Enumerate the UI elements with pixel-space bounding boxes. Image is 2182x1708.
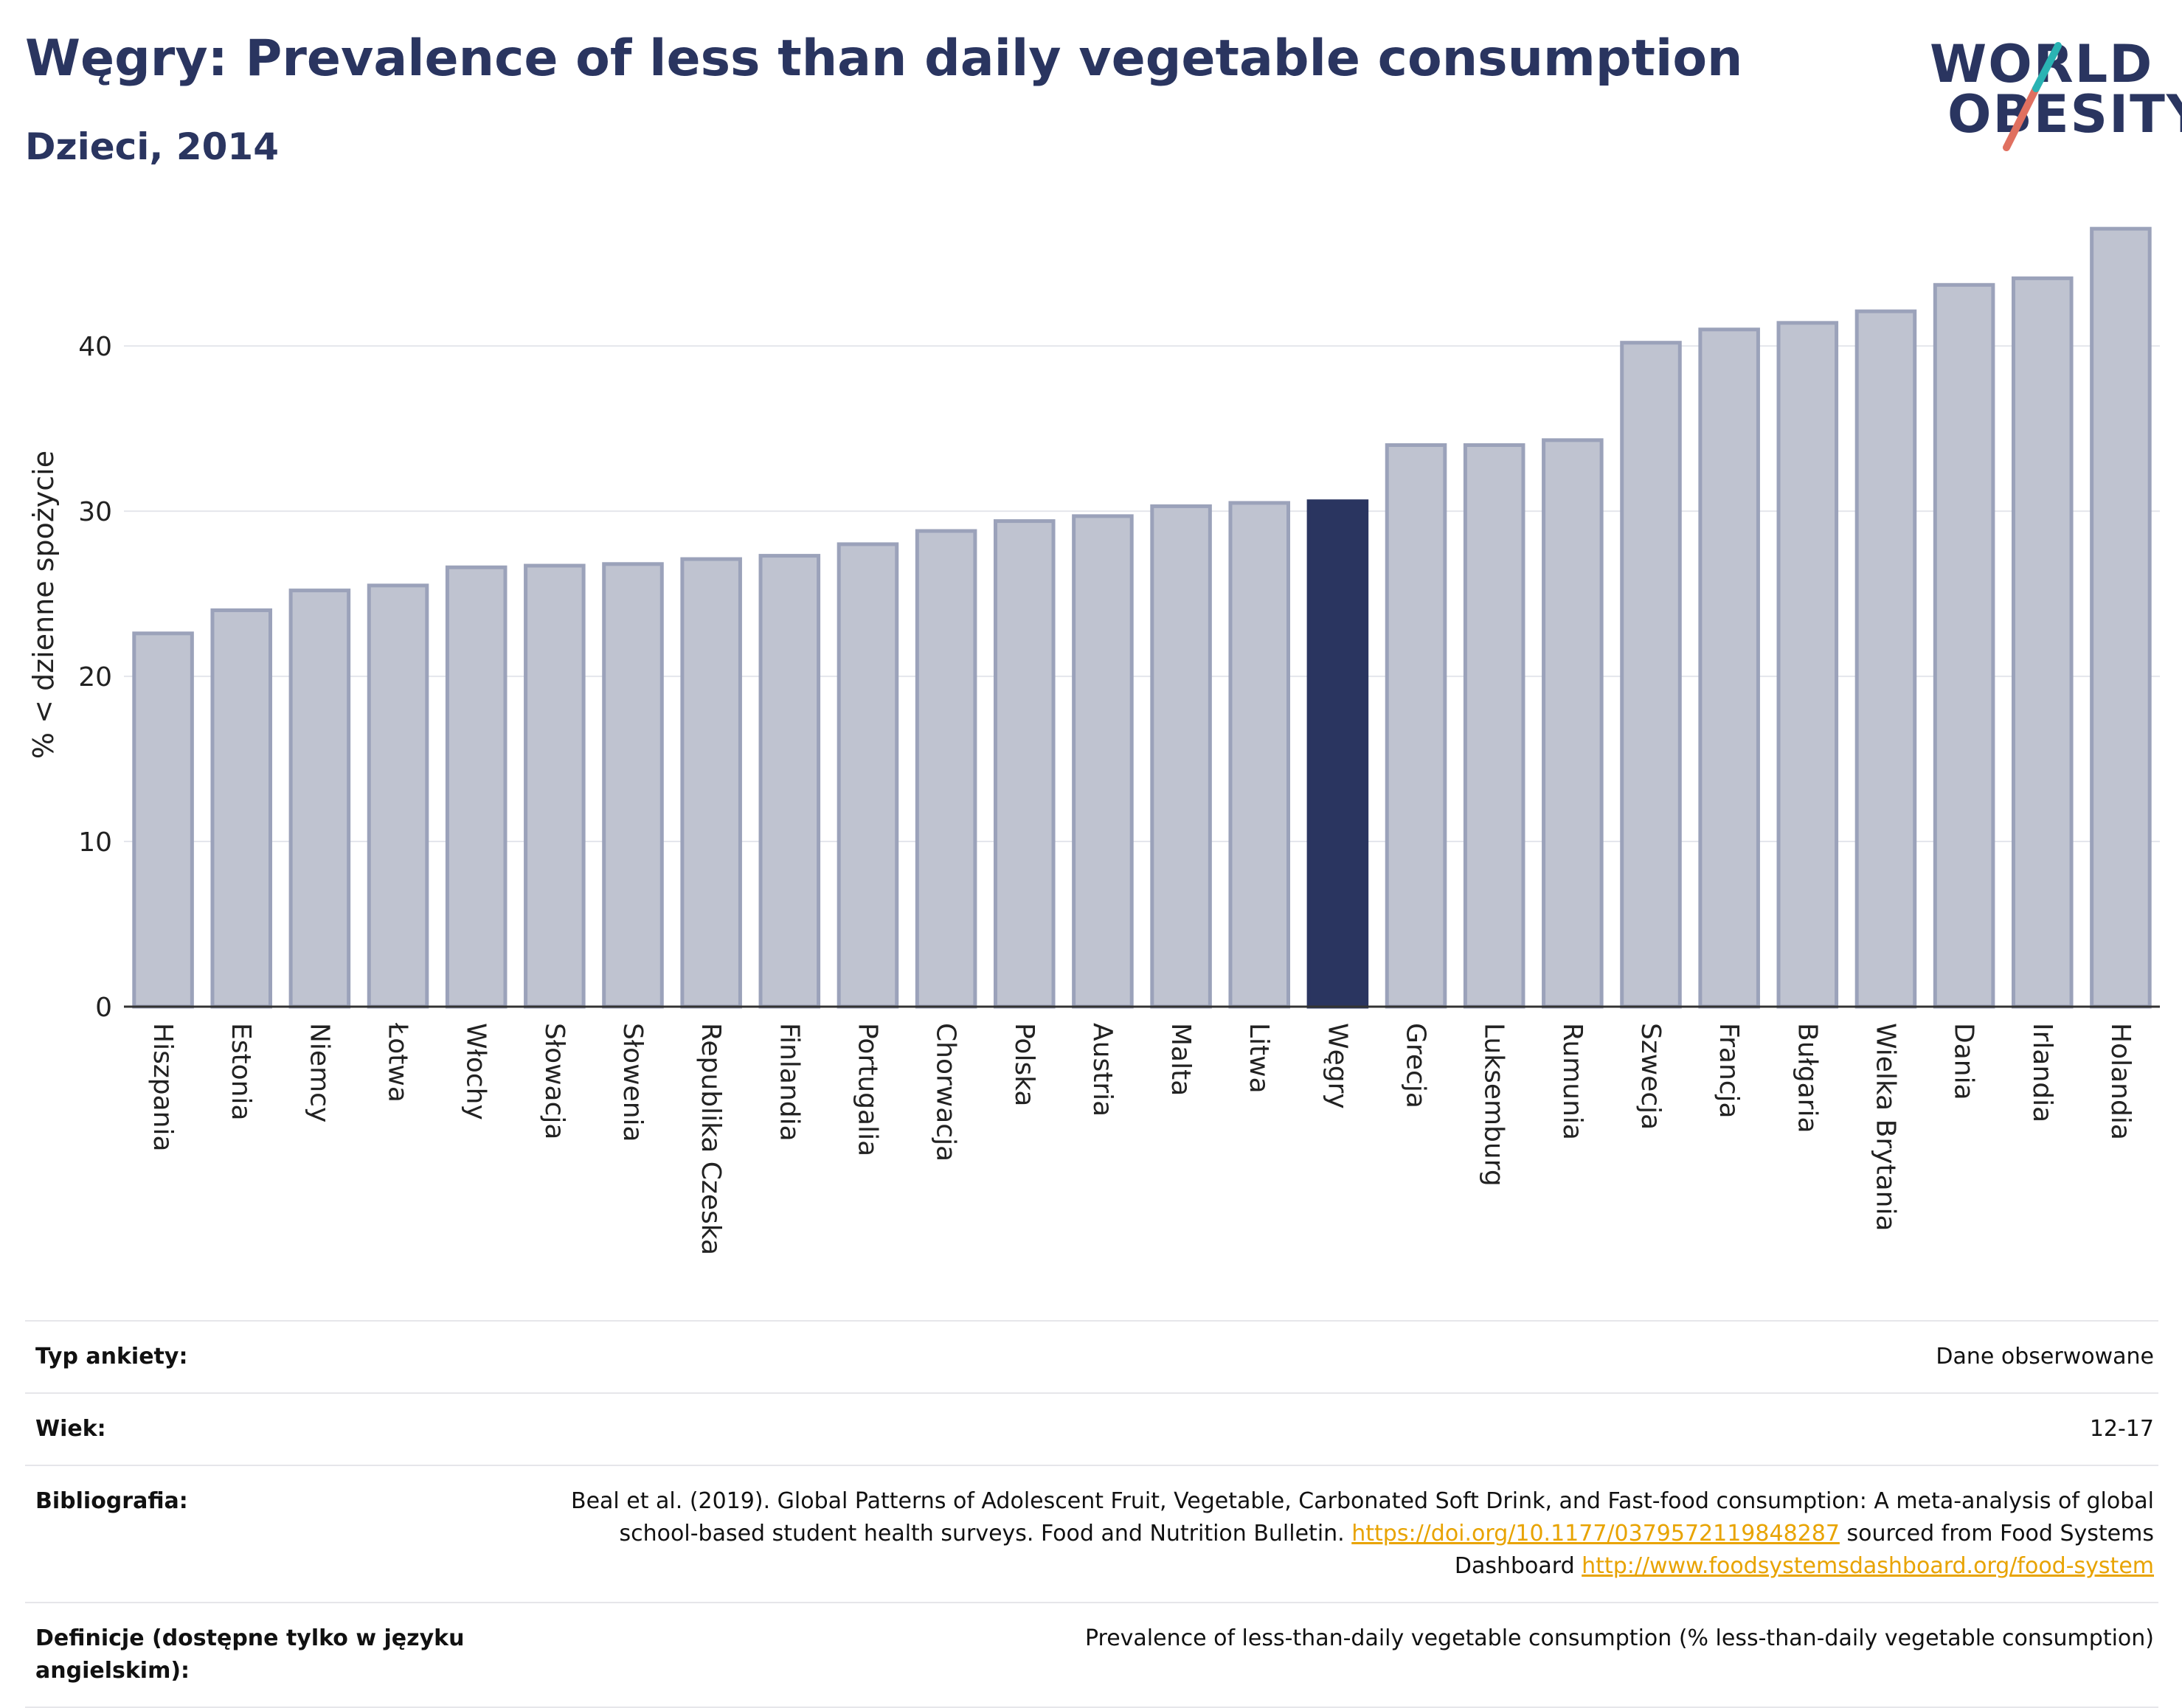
meta-row-age: Wiek: 12-17 (25, 1392, 2158, 1465)
world-obesity-logo: WORLD OBESITY (1918, 29, 2182, 162)
y-tick-label: 20 (78, 662, 112, 692)
x-tick-label: Chorwacja (931, 1023, 961, 1162)
x-tick-label: Portugalia (852, 1023, 882, 1156)
y-tick-label: 0 (95, 993, 112, 1023)
x-tick-label: Słowenia (617, 1023, 648, 1142)
meta-row-survey-type: Typ ankiety: Dane obserwowane (25, 1320, 2158, 1392)
bar-luksemburg (1463, 443, 1525, 1009)
bar-włochy (445, 565, 508, 1009)
x-tick-label: Słowacja (539, 1023, 569, 1139)
bar-litwa (1228, 501, 1291, 1009)
bar-bułgaria (1776, 321, 1839, 1009)
bar-holandia (2090, 226, 2152, 1009)
x-tick-label: Irlandia (2027, 1023, 2057, 1122)
doi-link[interactable]: https://doi.org/10.1177/0379572119848287 (1351, 1521, 1840, 1546)
bar-węgry (1306, 499, 1369, 1009)
y-tick-label: 10 (78, 827, 112, 858)
meta-label: Wiek: (35, 1416, 106, 1442)
meta-label: Bibliografia: (35, 1488, 188, 1514)
logo-line2: OBESITY (1947, 84, 2182, 145)
y-tick-label: 30 (78, 497, 112, 527)
logo-slash-icon (2003, 42, 2062, 151)
meta-value-bibliography: Beal et al. (2019). Global Patterns of A… (561, 1485, 2154, 1583)
meta-label: Definicje (dostępne tylko w języku angie… (35, 1625, 465, 1684)
chart-subtitle: Dzieci, 2014 (25, 125, 279, 168)
meta-row-bibliography: Bibliografia: Beal et al. (2019). Global… (25, 1465, 2158, 1602)
x-tick-label: Włochy (461, 1023, 491, 1120)
x-tick-label: Niemcy (304, 1023, 334, 1122)
bar-szwecja (1620, 341, 1682, 1009)
x-tick-label: Grecja (1401, 1023, 1431, 1108)
x-tick-label: Dania (1949, 1023, 1979, 1100)
chart-title: Węgry: Prevalence of less than daily veg… (25, 29, 1743, 88)
x-tick-label: Finlandia (774, 1023, 804, 1142)
bibliography-text-2: sourced from Food Systems Dashboard (1454, 1521, 2154, 1579)
y-tick-label: 40 (78, 332, 112, 362)
bar-grecja (1385, 443, 1447, 1009)
bar-malta (1150, 504, 1212, 1009)
x-tick-label: Węgry (1322, 1023, 1352, 1109)
x-tick-label: Bułgaria (1792, 1023, 1822, 1134)
x-tick-label: Rumunia (1557, 1023, 1587, 1140)
x-tick-label: Polska (1009, 1023, 1039, 1106)
bar-republika-czeska (680, 557, 742, 1009)
x-tick-label: Hiszpania (148, 1023, 178, 1152)
meta-value: Dane obserwowane (1936, 1344, 2154, 1369)
bar-łotwa (367, 583, 429, 1009)
meta-row-definitions: Definicje (dostępne tylko w języku angie… (25, 1602, 2158, 1708)
x-tick-label: Łotwa (383, 1022, 413, 1103)
meta-value: 12-17 (2089, 1416, 2154, 1442)
x-tick-label: Luksemburg (1479, 1023, 1509, 1187)
bar-irlandia (2011, 276, 2074, 1009)
bar-słowenia (602, 562, 664, 1009)
bar-polska (993, 519, 1056, 1009)
bar-rumunia (1542, 438, 1604, 1009)
bar-portugalia (837, 542, 899, 1009)
bar-finlandia (758, 554, 821, 1009)
x-tick-label: Litwa (1244, 1023, 1274, 1094)
x-tick-label: Francja (1714, 1023, 1744, 1119)
x-tick-label: Republika Czeska (696, 1023, 726, 1255)
dashboard-link[interactable]: http://www.foodsystemsdashboard.org/food… (1582, 1553, 2154, 1579)
meta-value: Prevalence of less-than-daily vegetable … (1084, 1625, 2154, 1651)
bar-austria (1072, 514, 1134, 1009)
x-tick-label: Szwecja (1635, 1023, 1666, 1130)
x-tick-label: Holandia (2105, 1023, 2136, 1140)
metadata-table: Typ ankiety: Dane obserwowane Wiek: 12-1… (25, 1320, 2158, 1708)
bar-chorwacja (915, 529, 977, 1009)
bar-słowacja (524, 563, 586, 1009)
bar-chart: 0 10 20 30 40 Hiszpania Estonia Niemcy Łotwa Włoc… (27, 226, 2160, 1255)
bibliography-text: Beal et al. (2019). Global Patterns of A… (570, 1488, 2154, 1546)
axes: 0 10 20 30 40 Hiszpania Estonia Niemcy Łotwa Włoc… (78, 332, 2160, 1255)
x-tick-label: Malta (1166, 1023, 1196, 1096)
bar-hiszpania (132, 631, 194, 1009)
bar-estonia (210, 608, 273, 1009)
x-tick-label: Austria (1087, 1023, 1118, 1117)
meta-label: Typ ankiety: (35, 1344, 188, 1369)
bar-wielka-brytania (1854, 309, 1917, 1009)
bar-niemcy (288, 589, 351, 1009)
bar-francja (1698, 327, 1760, 1009)
x-tick-label: Estonia (226, 1023, 256, 1121)
grid-lines (124, 345, 2160, 843)
bar-dania (1933, 282, 1995, 1009)
y-axis-label: % < dzienne spożycie (27, 451, 60, 759)
x-tick-label: Wielka Brytania (1870, 1023, 1900, 1232)
